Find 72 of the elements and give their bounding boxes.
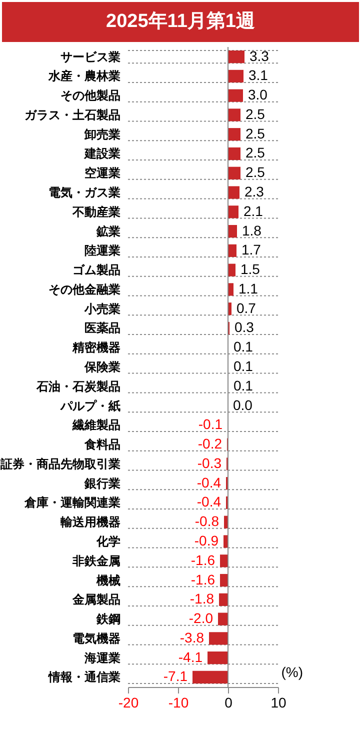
y-tick-label: 繊維製品 xyxy=(72,418,120,432)
data-label: 1.7 xyxy=(242,242,262,258)
data-label: 2.3 xyxy=(244,184,264,200)
y-tick-label: 陸運業 xyxy=(84,244,120,258)
y-tick-label: 金属製品 xyxy=(72,592,120,607)
y-tick-label: 銀行業 xyxy=(84,476,120,490)
y-tick-label: 建設業 xyxy=(84,146,120,161)
y-tick-label: 精密機器 xyxy=(72,340,120,355)
data-label: -1.6 xyxy=(190,571,216,588)
data-label: 2.5 xyxy=(246,125,266,142)
y-tick-label: 電気機器 xyxy=(72,631,120,646)
y-tick-label: 倉庫・運輸関連業 xyxy=(24,496,120,510)
y-tick-label: 電気・ガス業 xyxy=(48,186,120,200)
y-tick-label: 情報・通信業 xyxy=(48,670,120,684)
x-tick-label: 0 xyxy=(224,694,233,710)
data-label: 0.1 xyxy=(234,377,254,394)
data-label: 2.5 xyxy=(246,106,266,122)
y-tick-label: 証券・商品先物取引業 xyxy=(0,456,120,471)
data-label: 3.0 xyxy=(248,86,268,103)
y-tick-label: 化学 xyxy=(96,534,120,548)
data-label: -4.1 xyxy=(178,648,203,665)
y-tick-label: 空運業 xyxy=(84,166,120,180)
data-label: -0.4 xyxy=(196,494,222,510)
data-label: 2.5 xyxy=(246,164,266,180)
y-tick-label: 保険業 xyxy=(84,360,120,374)
y-tick-label: 鉱業 xyxy=(96,224,120,238)
data-label: -0.2 xyxy=(198,436,222,452)
data-label: -1.8 xyxy=(190,590,214,607)
chart-title: 2025年11月第1週 xyxy=(2,2,359,42)
y-tick-label: 海運業 xyxy=(84,650,120,665)
data-label: 0.7 xyxy=(236,300,256,316)
data-label: -0.3 xyxy=(197,454,222,471)
y-tick-label: 非鉄金属 xyxy=(72,554,120,568)
data-label: 0.3 xyxy=(234,319,254,336)
y-tick-label: 石油・石炭製品 xyxy=(36,379,120,394)
y-tick-label: 卸売業 xyxy=(84,127,120,142)
y-tick-label: その他金融業 xyxy=(48,282,120,296)
y-tick-label: 不動産業 xyxy=(72,204,120,219)
data-label: -0.1 xyxy=(198,416,223,432)
x-tick-label: -10 xyxy=(168,694,189,710)
data-label: -1.6 xyxy=(190,552,216,568)
data-label: -2.0 xyxy=(188,610,214,626)
data-label: -0.8 xyxy=(194,513,220,530)
y-tick-label: 医薬品 xyxy=(84,321,120,336)
y-tick-label: 鉄鋼 xyxy=(96,612,120,626)
data-label: 3.1 xyxy=(248,67,268,84)
text: (%) xyxy=(281,664,303,680)
data-label: 1.8 xyxy=(242,222,262,238)
data-label: -7.1 xyxy=(163,668,188,684)
data-label: 0.1 xyxy=(234,338,254,355)
y-tick-label: その他製品 xyxy=(60,88,120,103)
y-tick-label: 水産・農林業 xyxy=(48,69,120,84)
y-tick-label: サービス業 xyxy=(60,50,120,64)
y-tick-label: 小売業 xyxy=(84,302,120,316)
x-tick-label: -20 xyxy=(118,694,139,710)
y-tick-label: ゴム製品 xyxy=(72,263,120,278)
y-tick-label: 食料品 xyxy=(84,438,120,452)
x-tick-label: 10 xyxy=(270,694,286,710)
data-label: 0.1 xyxy=(234,358,254,374)
y-tick-label: 機械 xyxy=(96,573,120,588)
data-label: -0.4 xyxy=(196,474,222,490)
data-label: 3.3 xyxy=(250,48,270,64)
y-tick-label: パルプ・紙 xyxy=(60,398,120,413)
y-tick-label: ガラス・土石製品 xyxy=(24,108,120,122)
data-label: 2.5 xyxy=(246,144,266,161)
data-label: -3.8 xyxy=(180,629,204,646)
data-label: 0.0 xyxy=(233,396,253,413)
data-label: 1.5 xyxy=(240,261,260,278)
data-label: 1.1 xyxy=(238,280,258,296)
data-label: 2.1 xyxy=(244,202,264,219)
y-tick-label: 輸送用機器 xyxy=(60,515,120,530)
data-label: -0.9 xyxy=(194,532,219,548)
